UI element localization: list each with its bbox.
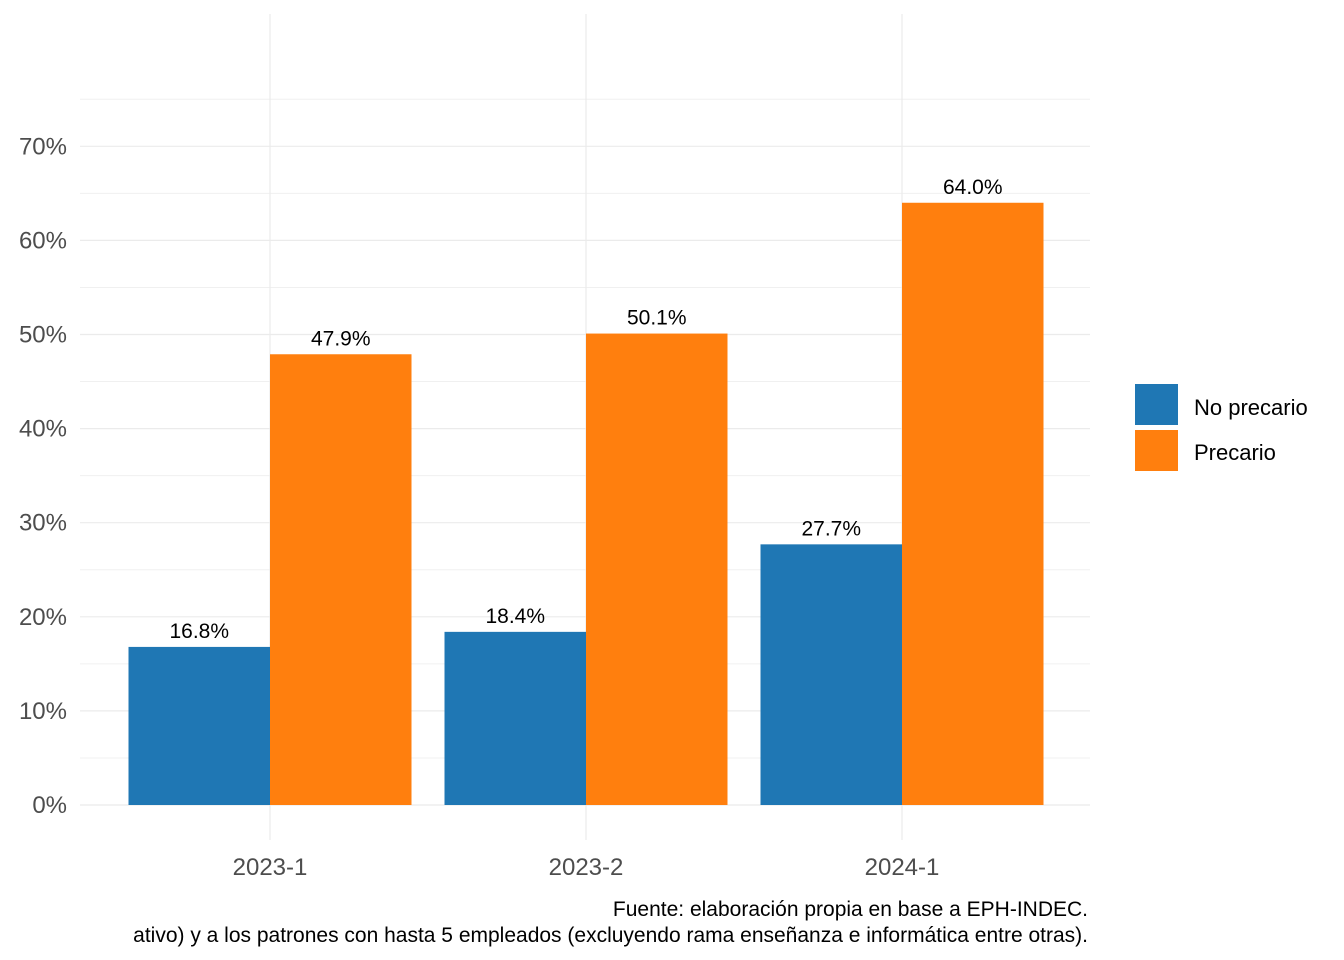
y-tick-label: 30%: [19, 510, 67, 537]
data-label-no-precario-2023-1: 16.8%: [169, 620, 229, 643]
bar-no-precario-2023-1: [128, 646, 270, 805]
bar-no-precario-2024-1: [760, 544, 902, 805]
data-labels: 16.8% 18.4% 27.7% 47.9% 50.1% 64.0%: [169, 176, 1002, 643]
bar-precario-2023-1: [270, 354, 412, 805]
legend: No precario Precario: [1135, 384, 1308, 471]
legend-key-precario: [1135, 430, 1178, 471]
caption-source: Fuente: elaboración propia en base a EPH…: [613, 898, 1088, 921]
data-label-precario-2024-1: 64.0%: [943, 176, 1003, 199]
x-tick-label: 2023-2: [549, 854, 624, 881]
legend-label-no-precario: No precario: [1194, 395, 1308, 420]
y-tick-label: 20%: [19, 604, 67, 631]
x-tick-label: 2024-1: [865, 854, 940, 881]
y-tick-label: 50%: [19, 322, 67, 349]
x-axis: 2023-1 2023-2 2024-1: [233, 854, 940, 881]
data-label-no-precario-2024-1: 27.7%: [801, 517, 861, 540]
bar-precario-2023-2: [586, 333, 728, 805]
legend-label-precario: Precario: [1194, 440, 1276, 465]
legend-key-no-precario: [1135, 384, 1178, 425]
data-label-precario-2023-2: 50.1%: [627, 307, 687, 330]
data-label-no-precario-2023-2: 18.4%: [485, 605, 545, 628]
y-tick-label: 0%: [32, 792, 67, 819]
data-label-precario-2023-1: 47.9%: [311, 327, 371, 350]
caption-note: ativo) y a los patrones con hasta 5 empl…: [133, 924, 1088, 947]
y-tick-label: 70%: [19, 133, 67, 160]
y-axis: 0% 10% 20% 30% 40% 50% 60% 70%: [19, 133, 67, 819]
x-tick-label: 2023-1: [233, 854, 308, 881]
y-tick-label: 40%: [19, 416, 67, 443]
bar-precario-2024-1: [902, 202, 1044, 805]
bars: [128, 202, 1044, 805]
bar-no-precario-2023-2: [444, 631, 586, 805]
y-tick-label: 10%: [19, 698, 67, 725]
y-tick-label: 60%: [19, 227, 67, 254]
